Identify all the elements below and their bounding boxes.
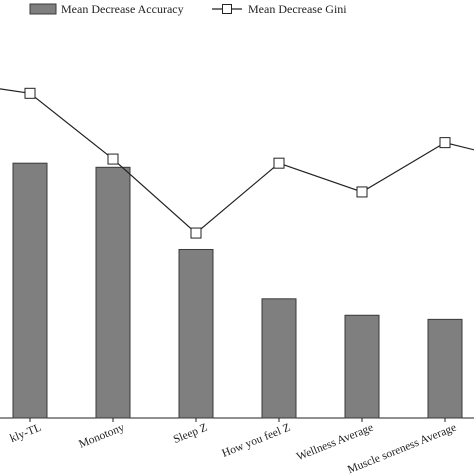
gini-marker [24,87,36,99]
bar [95,166,131,419]
bar [261,298,297,419]
bar [427,318,463,419]
x-tick-label: kly-TL [8,422,43,445]
x-tick-label: Sleep Z [172,422,209,446]
gini-marker [273,157,285,169]
legend-label-gini: Mean Decrease Gini [248,2,347,16]
x-tick-label: Monotony [77,422,126,451]
legend: Mean Decrease Accuracy Mean Decrease Gin… [29,2,347,16]
legend-label-accuracy: Mean Decrease Accuracy [61,2,184,16]
legend-marker-gini [222,4,232,14]
x-tick-label: Wellness Average [295,422,375,464]
gini-line [0,88,474,234]
bar [344,314,380,419]
gini-marker [356,186,368,198]
gini-marker [190,227,202,239]
gini-marker [107,153,119,165]
bar [178,248,214,419]
bar [12,162,48,419]
legend-swatch-accuracy [29,3,57,15]
gini-marker [439,137,451,149]
plot-area: kly-TL Monotony Sleep Z How you feel Z Welln… [0,87,474,474]
x-tick-label: How you feel Z [220,422,292,460]
